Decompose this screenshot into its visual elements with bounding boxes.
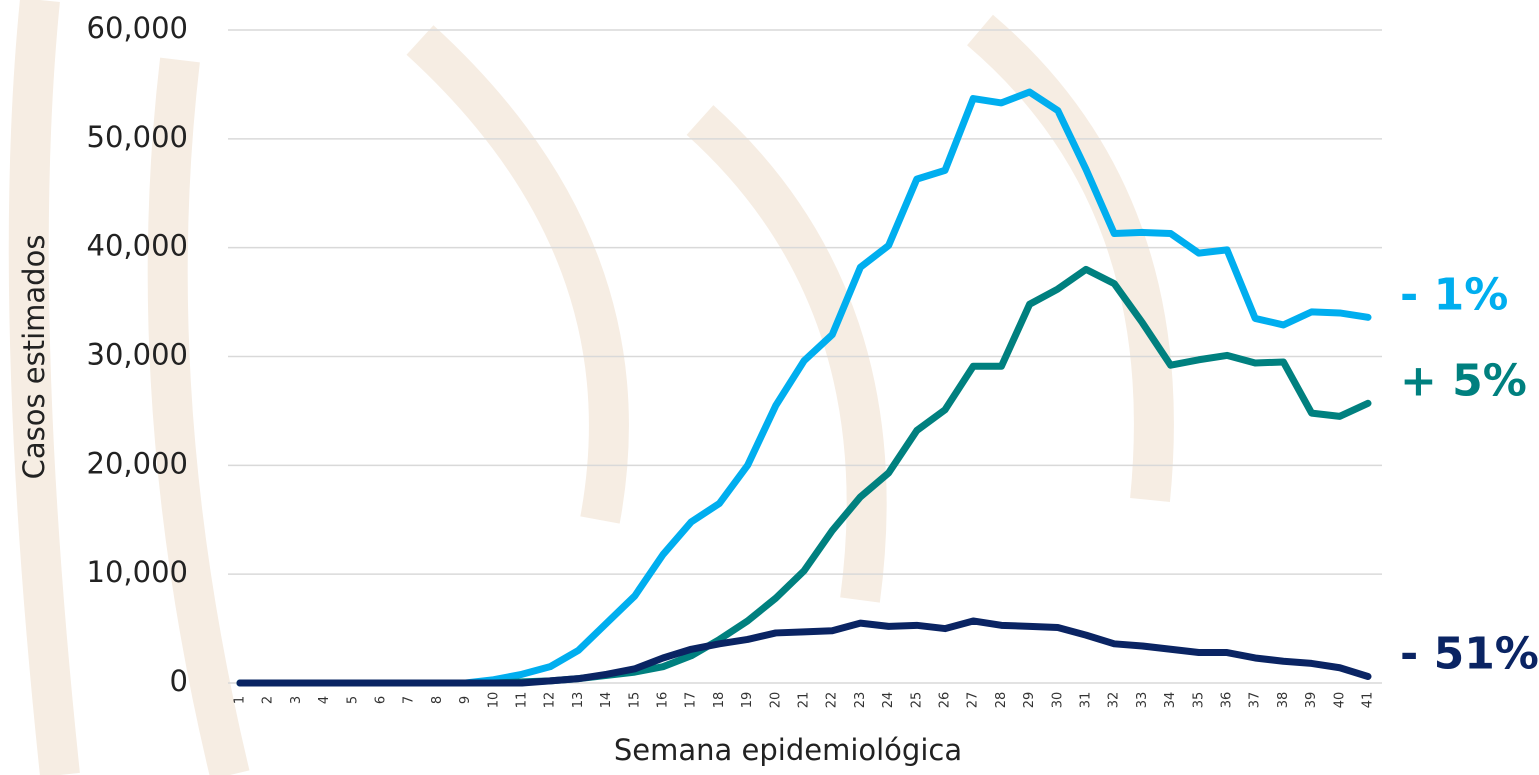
annotation: - 1% [1400,269,1508,320]
x-tick-label: 17 [684,692,699,709]
x-tick-label: 40 [1332,692,1347,709]
series-line [236,617,1372,687]
x-tick-label: 20 [768,692,783,709]
x-tick-label: 33 [1135,692,1150,709]
x-tick-label: 39 [1304,692,1319,709]
x-tick-label: 2 [261,696,276,704]
x-tick-label: 6 [374,696,389,704]
x-tick-label: 5 [345,696,360,704]
x-tick-label: 22 [825,692,840,709]
x-tick-label: 35 [1191,692,1206,709]
y-tick-label: 40,000 [87,229,188,263]
x-tick-label: 37 [1248,692,1263,709]
x-tick-label: 1 [233,696,248,704]
x-tick-label: 14 [599,692,614,709]
y-tick-label: 10,000 [87,555,188,589]
y-tick-label: 60,000 [87,11,188,45]
y-tick-label: 20,000 [87,446,188,480]
x-tick-label: 31 [1079,692,1094,709]
x-tick-label: 3 [289,696,304,704]
x-tick-label: 23 [853,692,868,709]
x-tick-label: 12 [543,692,558,709]
x-tick-label: 34 [1163,692,1178,709]
x-tick-label: 24 [881,692,896,709]
y-tick-label: 0 [170,664,188,698]
x-tick-label: 10 [486,692,501,709]
annotation: + 5% [1400,355,1527,406]
series-line [236,88,1372,687]
x-tick-label: 7 [402,696,417,704]
x-tick-label: 30 [1050,692,1065,709]
x-tick-label: 36 [1220,692,1235,709]
x-tick-label: 26 [938,692,953,709]
x-tick-label: 38 [1276,692,1291,709]
x-tick-label: 16 [656,692,671,709]
x-axis-title: Semana epidemiológica [614,733,962,767]
x-tick-label: 8 [430,696,445,704]
x-tick-label: 41 [1361,692,1376,709]
x-tick-label: 18 [712,692,727,709]
x-tick-label: 13 [571,692,586,709]
background-pattern [8,0,1174,775]
x-tick-label: 15 [627,692,642,709]
x-tick-label: 27 [966,692,981,709]
x-tick-label: 11 [515,692,530,709]
x-tick-label: 28 [994,692,1009,709]
x-tick-label: 32 [1107,692,1122,709]
x-tick-label: 21 [797,692,812,709]
y-axis-title: Casos estimados [17,235,51,480]
x-tick-label: 9 [458,696,473,704]
x-tick-label: 4 [317,696,332,704]
annotation: - 51% [1400,628,1539,679]
x-tick-label: 25 [909,692,924,709]
series-line [236,265,1372,687]
y-tick-label: 30,000 [87,338,188,372]
y-tick-label: 50,000 [87,120,188,154]
x-tick-label: 19 [740,692,755,709]
x-tick-label: 29 [1022,692,1037,709]
